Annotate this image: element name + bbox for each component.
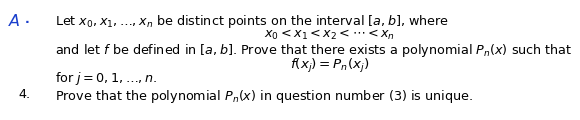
Text: Prove that the polynomial $P_n(x)$ in question number (3) is unique.: Prove that the polynomial $P_n(x)$ in qu… (55, 88, 473, 105)
Text: .: . (25, 13, 30, 26)
Text: $\mathbf{\mathit{A}}$: $\mathbf{\mathit{A}}$ (8, 13, 21, 29)
Text: 4.: 4. (18, 88, 30, 101)
Text: $x_0 < x_1 < x_2 < \cdots < x_n$: $x_0 < x_1 < x_2 < \cdots < x_n$ (264, 28, 396, 42)
Text: $f(x_j) = P_n(x_j)$: $f(x_j) = P_n(x_j)$ (290, 57, 370, 75)
Text: Let $x_0, x_1, \ldots, x_n$ be distinct points on the interval $[a, b]$, where: Let $x_0, x_1, \ldots, x_n$ be distinct … (55, 13, 449, 30)
Text: for $j = 0, 1, \ldots, n$.: for $j = 0, 1, \ldots, n$. (55, 70, 157, 87)
Text: and let $f$ be defined in $[a, b]$. Prove that there exists a polynomial $P_n(x): and let $f$ be defined in $[a, b]$. Prov… (55, 42, 572, 59)
